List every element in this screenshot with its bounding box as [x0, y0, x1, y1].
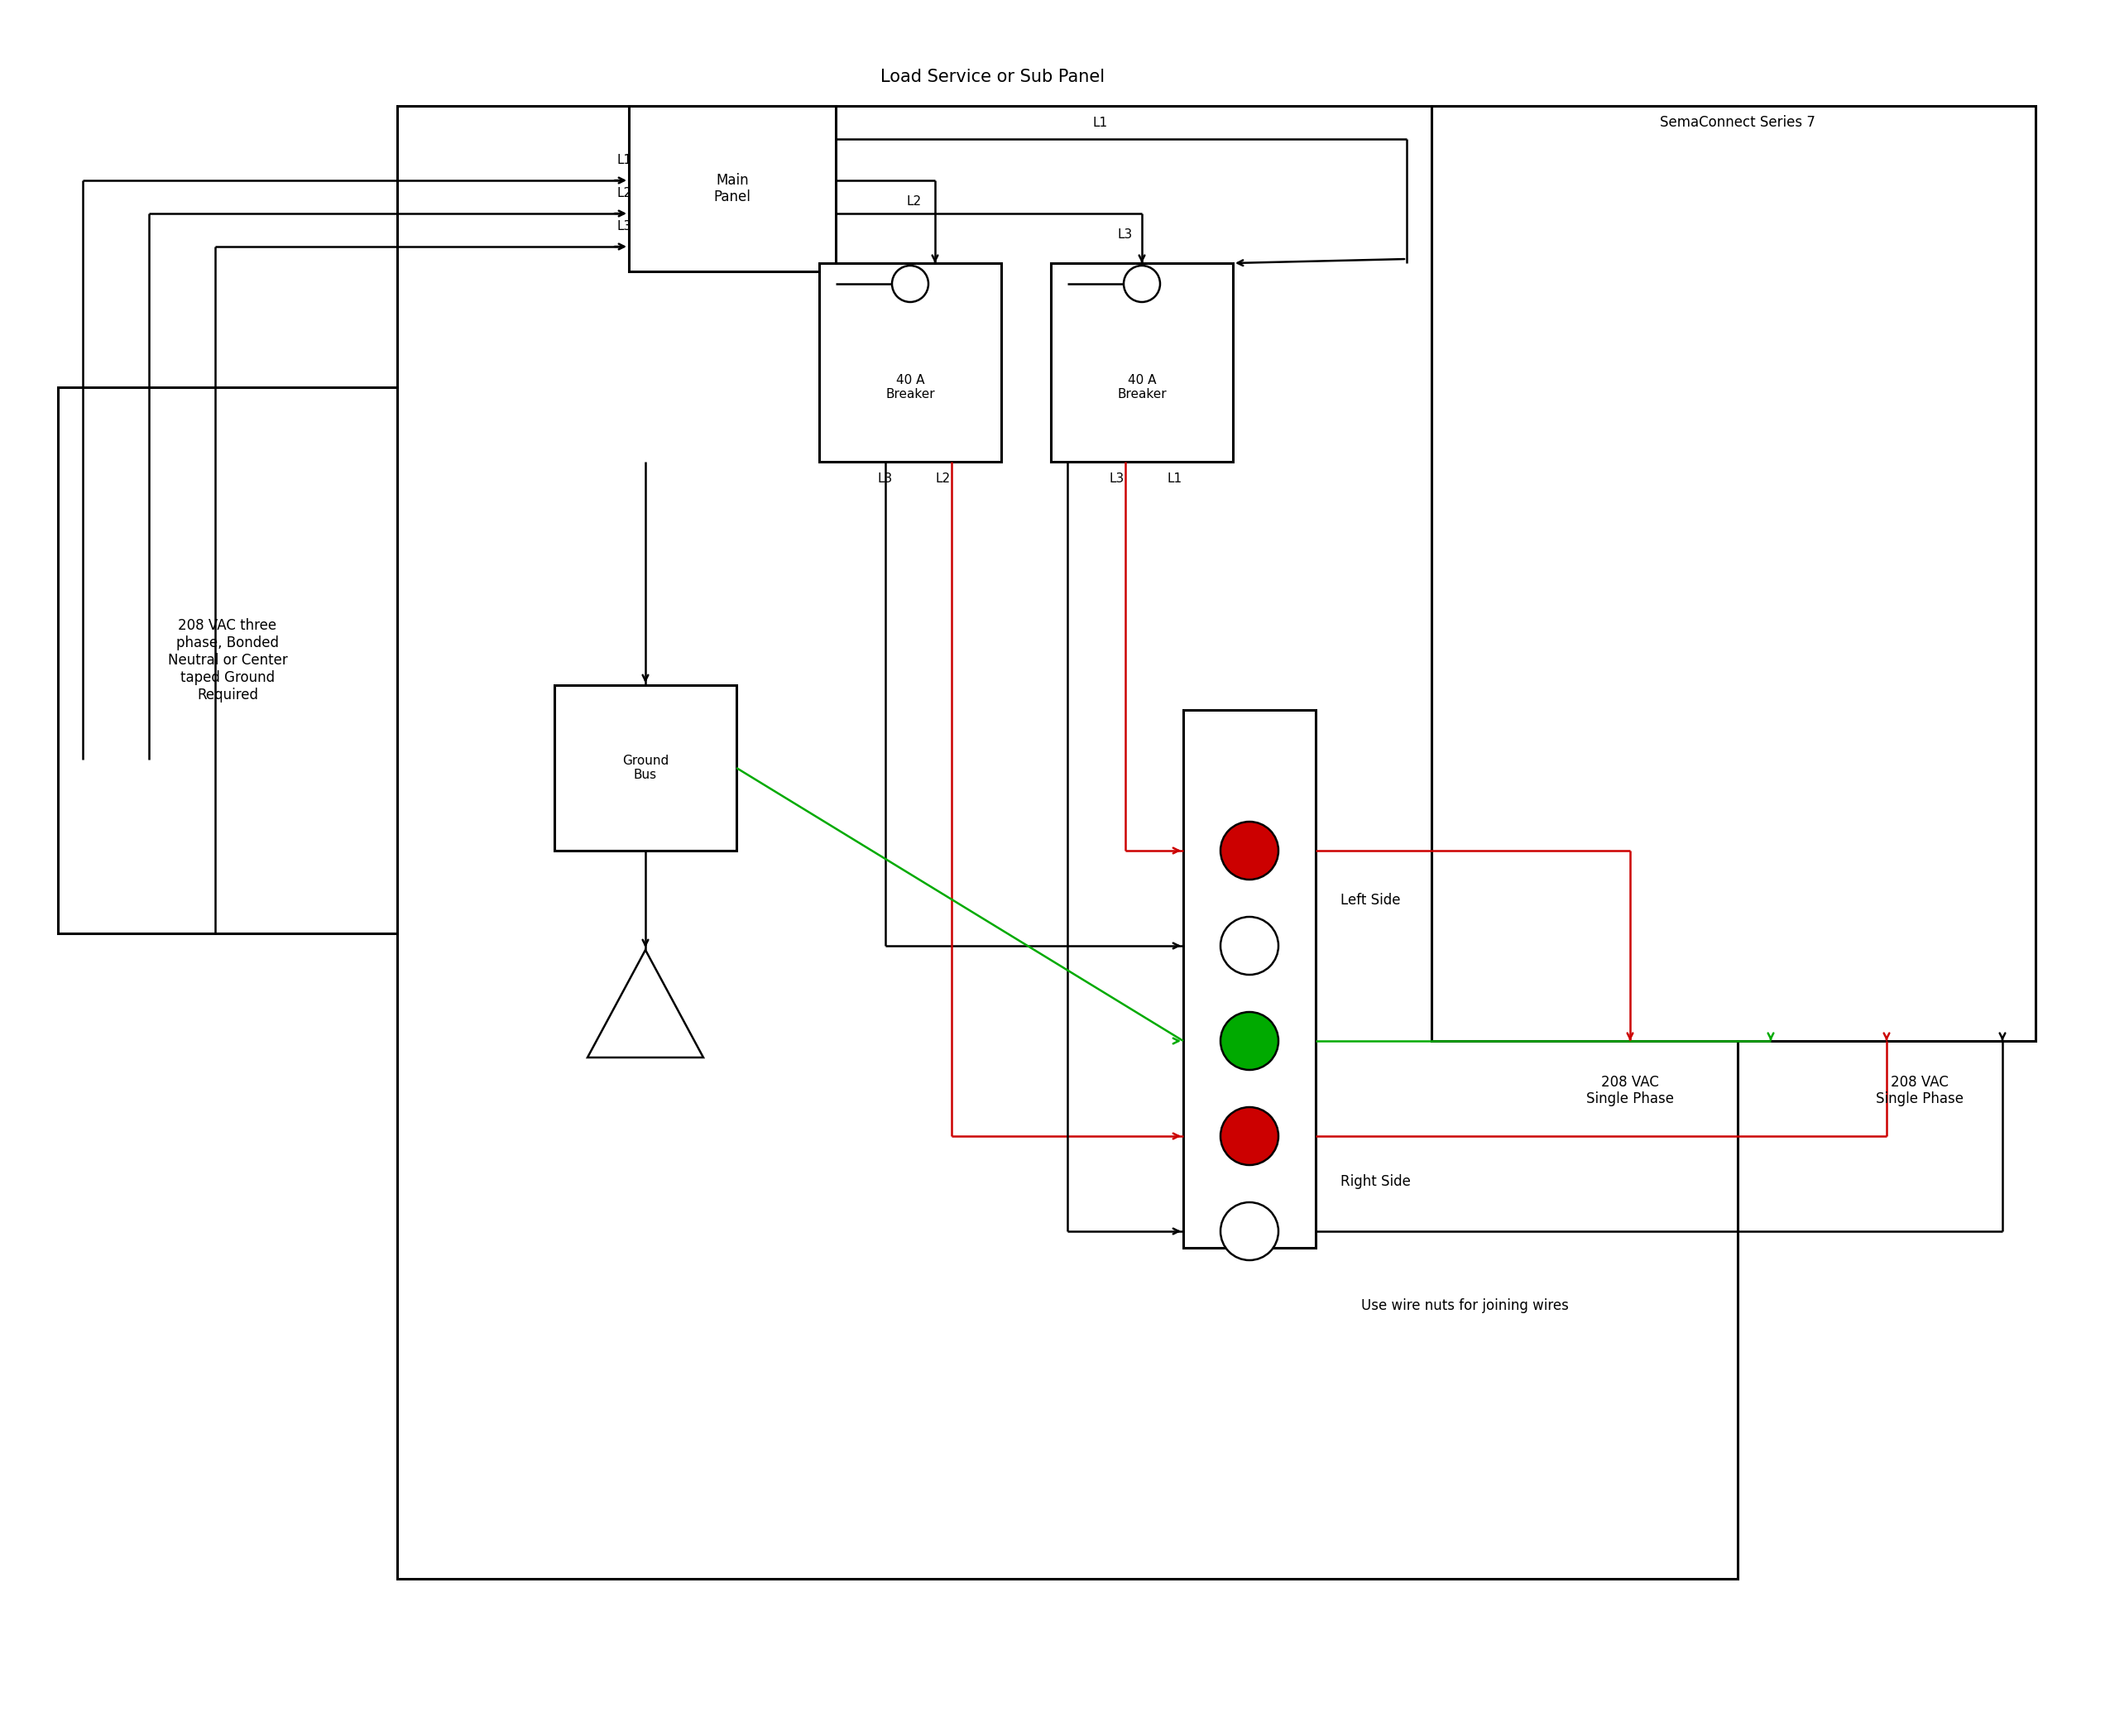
Bar	[555, 686, 736, 851]
Text: L1: L1	[618, 153, 633, 167]
Text: L2: L2	[618, 186, 633, 200]
Bar	[819, 264, 1002, 462]
Text: 40 A
Breaker: 40 A Breaker	[1116, 373, 1167, 401]
Text: Right Side: Right Side	[1340, 1174, 1412, 1189]
Circle shape	[1220, 1108, 1279, 1165]
Text: L2: L2	[937, 472, 952, 484]
Circle shape	[1220, 1012, 1279, 1069]
Bar	[57, 387, 397, 934]
Text: Use wire nuts for joining wires: Use wire nuts for joining wires	[1361, 1299, 1568, 1312]
Circle shape	[893, 266, 928, 302]
Circle shape	[1220, 917, 1279, 974]
Text: 208 VAC three
phase, Bonded
Neutral or Center
taped Ground
Required: 208 VAC three phase, Bonded Neutral or C…	[167, 618, 287, 701]
Text: 208 VAC
Single Phase: 208 VAC Single Phase	[1587, 1075, 1673, 1106]
Text: 208 VAC
Single Phase: 208 VAC Single Phase	[1876, 1075, 1964, 1106]
Bar	[1431, 106, 2036, 1042]
Text: L3: L3	[878, 472, 893, 484]
Text: Ground
Bus: Ground Bus	[622, 755, 669, 781]
Circle shape	[1220, 821, 1279, 880]
Text: L1: L1	[1167, 472, 1182, 484]
Bar	[629, 106, 836, 271]
Text: Load Service or Sub Panel: Load Service or Sub Panel	[880, 69, 1106, 85]
Text: Main
Panel: Main Panel	[713, 172, 751, 205]
Text: SemaConnect Series 7: SemaConnect Series 7	[1661, 115, 1815, 130]
Bar	[1184, 710, 1317, 1248]
Text: L2: L2	[907, 194, 922, 207]
Bar	[397, 106, 1739, 1578]
Text: L3: L3	[616, 220, 633, 233]
Circle shape	[1125, 266, 1160, 302]
Polygon shape	[587, 950, 703, 1057]
Bar	[1051, 264, 1232, 462]
Text: Left Side: Left Side	[1340, 892, 1401, 908]
Text: L1: L1	[1093, 116, 1108, 128]
Text: L3: L3	[1110, 472, 1125, 484]
Text: 40 A
Breaker: 40 A Breaker	[886, 373, 935, 401]
Text: L3: L3	[1118, 227, 1133, 240]
Circle shape	[1220, 1203, 1279, 1260]
